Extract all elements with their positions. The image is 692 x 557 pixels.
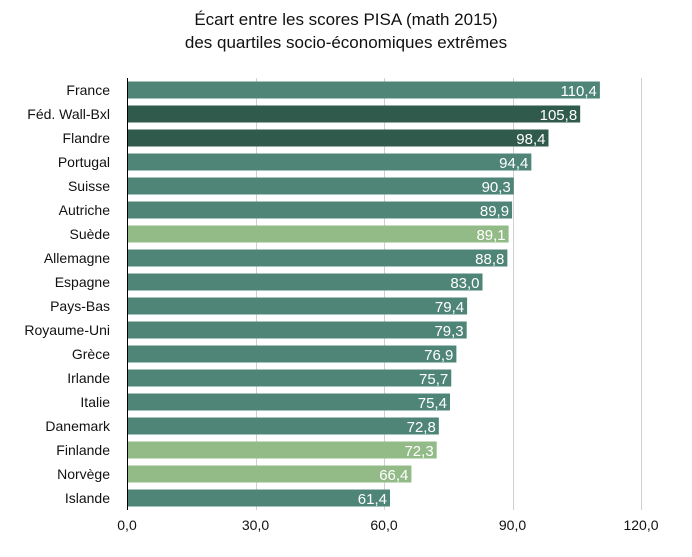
- data-label: 72,8: [407, 419, 436, 436]
- bar: [127, 441, 437, 459]
- category-label: Grèce: [72, 346, 110, 362]
- category-label: Allemagne: [44, 250, 110, 266]
- bar: [127, 297, 468, 315]
- x-tick-label: 120,0: [623, 517, 658, 533]
- data-label: 83,0: [450, 275, 479, 292]
- category-label: Norvège: [57, 466, 110, 482]
- chart-title-block: Écart entre les scores PISA (math 2015) …: [0, 8, 692, 54]
- bar: [127, 393, 450, 411]
- category-label: Italie: [80, 394, 110, 410]
- category-label: Danemark: [45, 418, 111, 434]
- chart-title: Écart entre les scores PISA (math 2015): [194, 10, 498, 29]
- data-label: 89,9: [480, 203, 509, 220]
- data-label: 79,4: [435, 299, 464, 316]
- bar: [127, 201, 513, 219]
- data-label: 90,3: [482, 179, 511, 196]
- bar: [127, 369, 452, 387]
- category-label: Pays-Bas: [50, 298, 110, 314]
- data-label: 89,1: [476, 227, 505, 244]
- category-label: Suède: [70, 226, 111, 242]
- category-label: Islande: [65, 490, 110, 506]
- data-label: 79,3: [434, 323, 463, 340]
- category-label: Autriche: [59, 202, 111, 218]
- data-label: 98,4: [516, 131, 545, 148]
- bar: [127, 153, 532, 171]
- bar: [127, 105, 581, 123]
- x-tick-label: 90,0: [499, 517, 526, 533]
- bar: [127, 249, 508, 267]
- data-label: 110,4: [560, 83, 596, 100]
- bar: [127, 225, 509, 243]
- bar: [127, 465, 412, 483]
- bar: [127, 417, 439, 435]
- bar: [127, 321, 467, 339]
- category-label: Finlande: [56, 442, 110, 458]
- bar: [127, 129, 549, 147]
- category-label: Espagne: [55, 274, 110, 290]
- bar: [127, 177, 514, 195]
- category-label: Flandre: [63, 130, 111, 146]
- x-tick-label: 0,0: [117, 517, 137, 533]
- category-label: Irlande: [67, 370, 110, 386]
- data-label: 76,9: [424, 347, 453, 364]
- category-label: Portugal: [58, 154, 110, 170]
- data-label: 66,4: [379, 467, 408, 484]
- data-label: 72,3: [404, 443, 433, 460]
- data-label: 94,4: [499, 155, 528, 172]
- bar: [127, 345, 457, 363]
- category-label: Suisse: [68, 178, 110, 194]
- x-tick-label: 30,0: [242, 517, 269, 533]
- data-label: 61,4: [358, 491, 387, 508]
- data-label: 105,8: [540, 107, 578, 124]
- bar: [127, 489, 390, 507]
- chart-subtitle: des quartiles socio-économiques extrêmes: [184, 33, 508, 52]
- category-label: Féd. Wall-Bxl: [27, 106, 110, 122]
- category-label: France: [66, 82, 110, 98]
- bar: [127, 273, 483, 291]
- data-label: 75,7: [419, 371, 448, 388]
- category-label: Royaume-Uni: [24, 322, 110, 338]
- bar: [127, 81, 600, 99]
- data-label: 88,8: [475, 251, 504, 268]
- data-label: 75,4: [418, 395, 447, 412]
- x-tick-label: 60,0: [370, 517, 397, 533]
